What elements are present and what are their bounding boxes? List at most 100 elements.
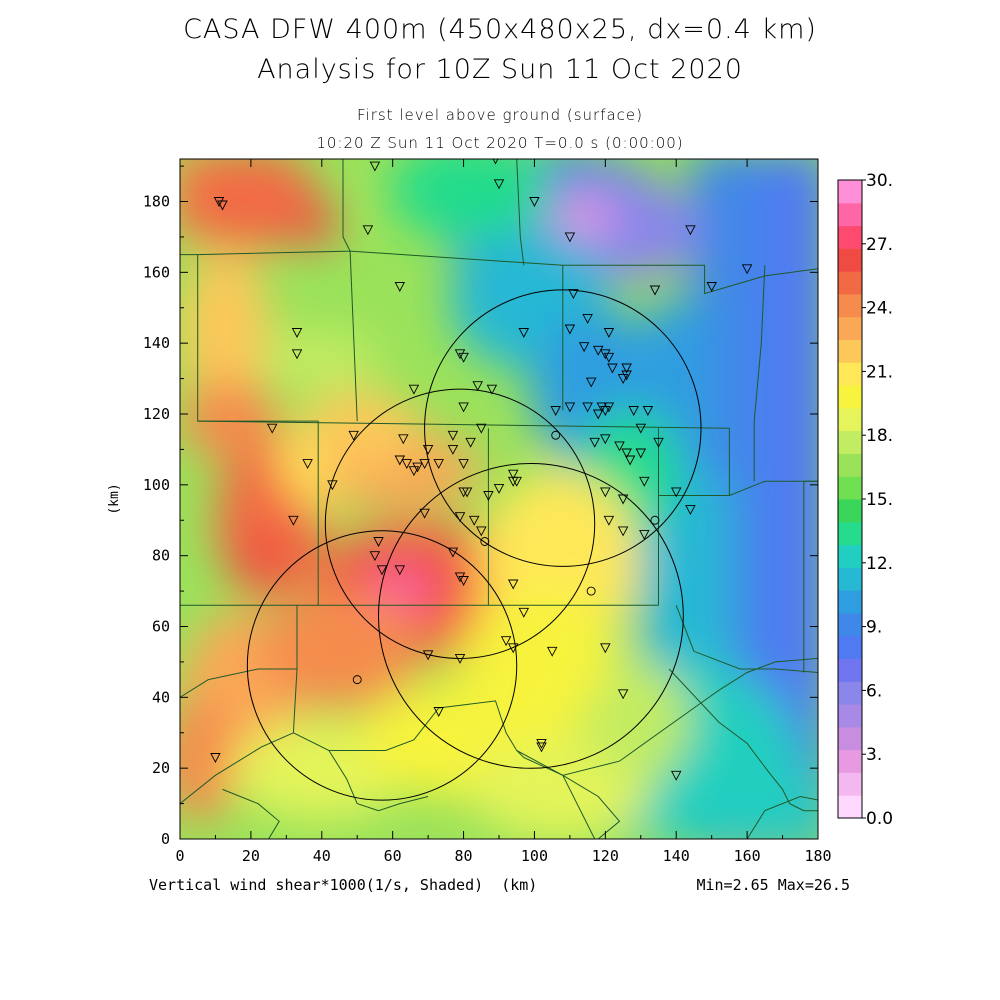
station-marker <box>394 565 406 576</box>
station-marker <box>210 753 221 763</box>
station-marker <box>518 328 530 338</box>
station-marker <box>302 459 313 470</box>
station-marker <box>628 406 639 416</box>
station-marker <box>266 423 278 434</box>
station-marker <box>458 459 469 470</box>
x-axis-unit-label: (km) <box>501 876 538 894</box>
station-marker <box>653 437 664 448</box>
radar-range-ring <box>246 530 518 801</box>
station-marker <box>454 572 466 583</box>
station-marker <box>500 636 512 647</box>
y-axis-label: (km) <box>107 483 122 514</box>
station-marker <box>568 289 579 300</box>
radar-site-marker <box>352 675 362 685</box>
station-marker <box>369 551 381 562</box>
station-marker <box>291 328 303 338</box>
boundary-line <box>222 788 280 839</box>
station-marker <box>408 384 420 395</box>
x-tick-label: 160 <box>734 847 761 865</box>
colorbar: 30. 27. 24. 21. 18. 15. 12. 9. 6. 3. 0.0 <box>837 171 893 829</box>
station-marker <box>639 476 650 487</box>
station-marker <box>582 402 593 413</box>
colorbar-label: 6. <box>866 681 882 701</box>
boundary-line <box>523 757 621 839</box>
colorbar-swatch <box>838 407 862 432</box>
station-marker <box>447 547 459 558</box>
station-marker <box>465 437 476 448</box>
boundary-line <box>180 605 209 698</box>
station-marker <box>419 508 430 519</box>
plot-title-line-2: Analysis for 10Z Sun 11 Oct 2020 <box>257 54 743 85</box>
boundary-line <box>328 750 429 812</box>
station-marker <box>447 444 459 455</box>
y-tick-label: 80 <box>152 547 170 565</box>
boundary-line <box>350 250 818 295</box>
time-subtitle: 10:20 Z Sun 11 Oct 2020 T=0.0 s (0:00:00… <box>316 134 684 152</box>
station-marker <box>433 459 444 470</box>
station-marker <box>288 515 299 526</box>
x-tick-label: 40 <box>313 847 331 865</box>
colorbar-swatch <box>838 612 862 637</box>
radar-site-marker <box>551 430 561 440</box>
boundary-line <box>180 159 351 606</box>
station-marker <box>617 374 629 385</box>
station-marker <box>217 200 228 211</box>
boundary-line <box>197 420 730 429</box>
radar-range-ring <box>424 289 702 567</box>
y-tick-label: 140 <box>143 334 170 352</box>
station-markers <box>210 159 753 781</box>
station-marker <box>447 430 459 441</box>
station-marker <box>564 402 576 413</box>
colorbar-swatch <box>838 635 862 659</box>
station-marker <box>639 529 650 540</box>
station-marker <box>454 653 466 664</box>
station-marker <box>614 441 625 452</box>
boundary-line <box>516 657 818 776</box>
station-marker <box>373 537 384 547</box>
colorbar-swatch <box>838 590 862 614</box>
colorbar-swatch <box>838 476 862 500</box>
station-marker <box>617 526 629 537</box>
colorbar-swatch <box>838 248 862 272</box>
county-boundaries <box>180 159 818 839</box>
station-marker <box>600 434 611 445</box>
boundary-line <box>668 668 818 812</box>
station-marker <box>511 476 522 487</box>
station-marker <box>685 225 696 236</box>
station-marker <box>213 197 225 207</box>
radar-site-marker <box>480 537 490 546</box>
colorbar-label: 12. <box>866 554 893 574</box>
boundary-line <box>803 480 818 673</box>
station-marker <box>458 352 469 363</box>
station-marker <box>493 179 505 190</box>
station-marker <box>529 197 540 207</box>
y-tick-label: 0 <box>161 830 170 848</box>
colorbar-label: 21. <box>866 362 893 382</box>
station-marker <box>422 444 434 455</box>
station-marker <box>635 423 647 434</box>
min-max-readout: Min=2.65 Max=26.5 <box>696 876 850 894</box>
station-marker <box>401 459 413 470</box>
station-marker <box>476 526 487 537</box>
station-marker <box>600 349 611 360</box>
station-marker <box>472 381 483 392</box>
station-marker <box>600 643 611 654</box>
station-marker <box>348 430 359 441</box>
y-tick-label: 60 <box>152 618 170 636</box>
colorbar-swatch <box>838 180 862 204</box>
station-marker <box>546 646 558 657</box>
boundary-line <box>516 159 525 266</box>
colorbar-swatch <box>838 795 862 819</box>
station-marker <box>564 232 576 243</box>
colorbar-swatch <box>838 453 862 477</box>
station-marker <box>564 324 576 335</box>
x-tick-label: 60 <box>384 847 402 865</box>
station-marker <box>507 643 519 654</box>
station-marker <box>670 487 682 498</box>
colorbar-swatch <box>838 726 862 751</box>
y-tick-label: 20 <box>152 759 170 777</box>
radar-site-marker <box>650 515 660 525</box>
station-marker <box>596 402 608 413</box>
station-marker <box>607 363 618 374</box>
